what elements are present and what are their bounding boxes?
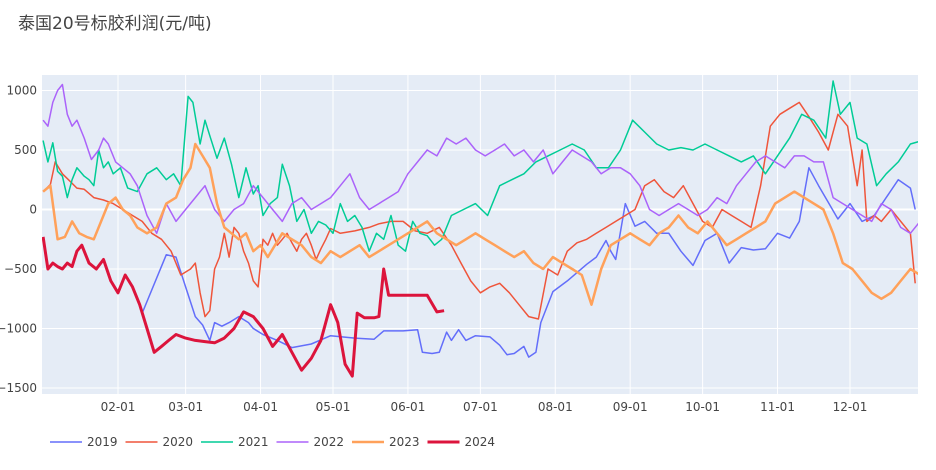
y-tick-label: 0 xyxy=(29,203,37,217)
y-axis-ticks: 1000 500 0 −500 −1000 −1500 xyxy=(0,83,37,395)
x-axis-ticks: 02-01 03-01 04-01 05-01 06-01 07-01 08-01 09-01… xyxy=(101,400,868,414)
x-tick-label: 06-01 xyxy=(390,400,425,414)
x-tick-label: 07-01 xyxy=(463,400,498,414)
y-tick-label: −1500 xyxy=(0,381,37,395)
legend-item-2022[interactable]: 2022 xyxy=(276,435,345,449)
series-line-2022[interactable] xyxy=(42,83,936,235)
series-line-2021[interactable] xyxy=(42,80,936,252)
legend-item-2019[interactable]: 2019 xyxy=(50,435,118,449)
legend-item-2023[interactable]: 2023 xyxy=(352,435,420,449)
series-line-2019[interactable] xyxy=(141,167,916,358)
legend-item-2020[interactable]: 2020 xyxy=(125,435,194,449)
x-tick-label: 10-01 xyxy=(685,400,720,414)
chart-title: 泰国20号标胶利润(元/吨) xyxy=(18,14,212,34)
x-tick-label: 03-01 xyxy=(168,400,203,414)
series-line-2020[interactable] xyxy=(42,101,916,320)
legend-label: 2020 xyxy=(163,435,194,449)
legend-label: 2019 xyxy=(87,435,118,449)
y-tick-label: 500 xyxy=(14,143,37,157)
legend-label: 2024 xyxy=(465,435,496,449)
x-tick-label: 11-01 xyxy=(760,400,795,414)
series-line-2023[interactable] xyxy=(42,142,936,306)
series-line-2024[interactable] xyxy=(42,236,445,378)
legend-label: 2021 xyxy=(238,435,269,449)
x-tick-label: 02-01 xyxy=(101,400,136,414)
y-tick-label: 1000 xyxy=(6,83,37,97)
x-tick-label: 05-01 xyxy=(316,400,351,414)
y-tick-label: −500 xyxy=(4,262,37,276)
legend-label: 2022 xyxy=(314,435,345,449)
x-tick-label: 08-01 xyxy=(538,400,573,414)
series-lines xyxy=(42,80,936,378)
legend-item-2024[interactable]: 2024 xyxy=(427,435,496,449)
y-tick-label: −1000 xyxy=(0,322,37,336)
x-tick-label: 04-01 xyxy=(243,400,278,414)
x-tick-label: 09-01 xyxy=(613,400,648,414)
legend-item-2021[interactable]: 2021 xyxy=(201,435,269,449)
legend: 2019 2020 2021 2022 2023 2024 xyxy=(50,435,495,449)
legend-label: 2023 xyxy=(389,435,420,449)
grid-lines xyxy=(42,75,918,394)
x-tick-label: 12-01 xyxy=(833,400,868,414)
